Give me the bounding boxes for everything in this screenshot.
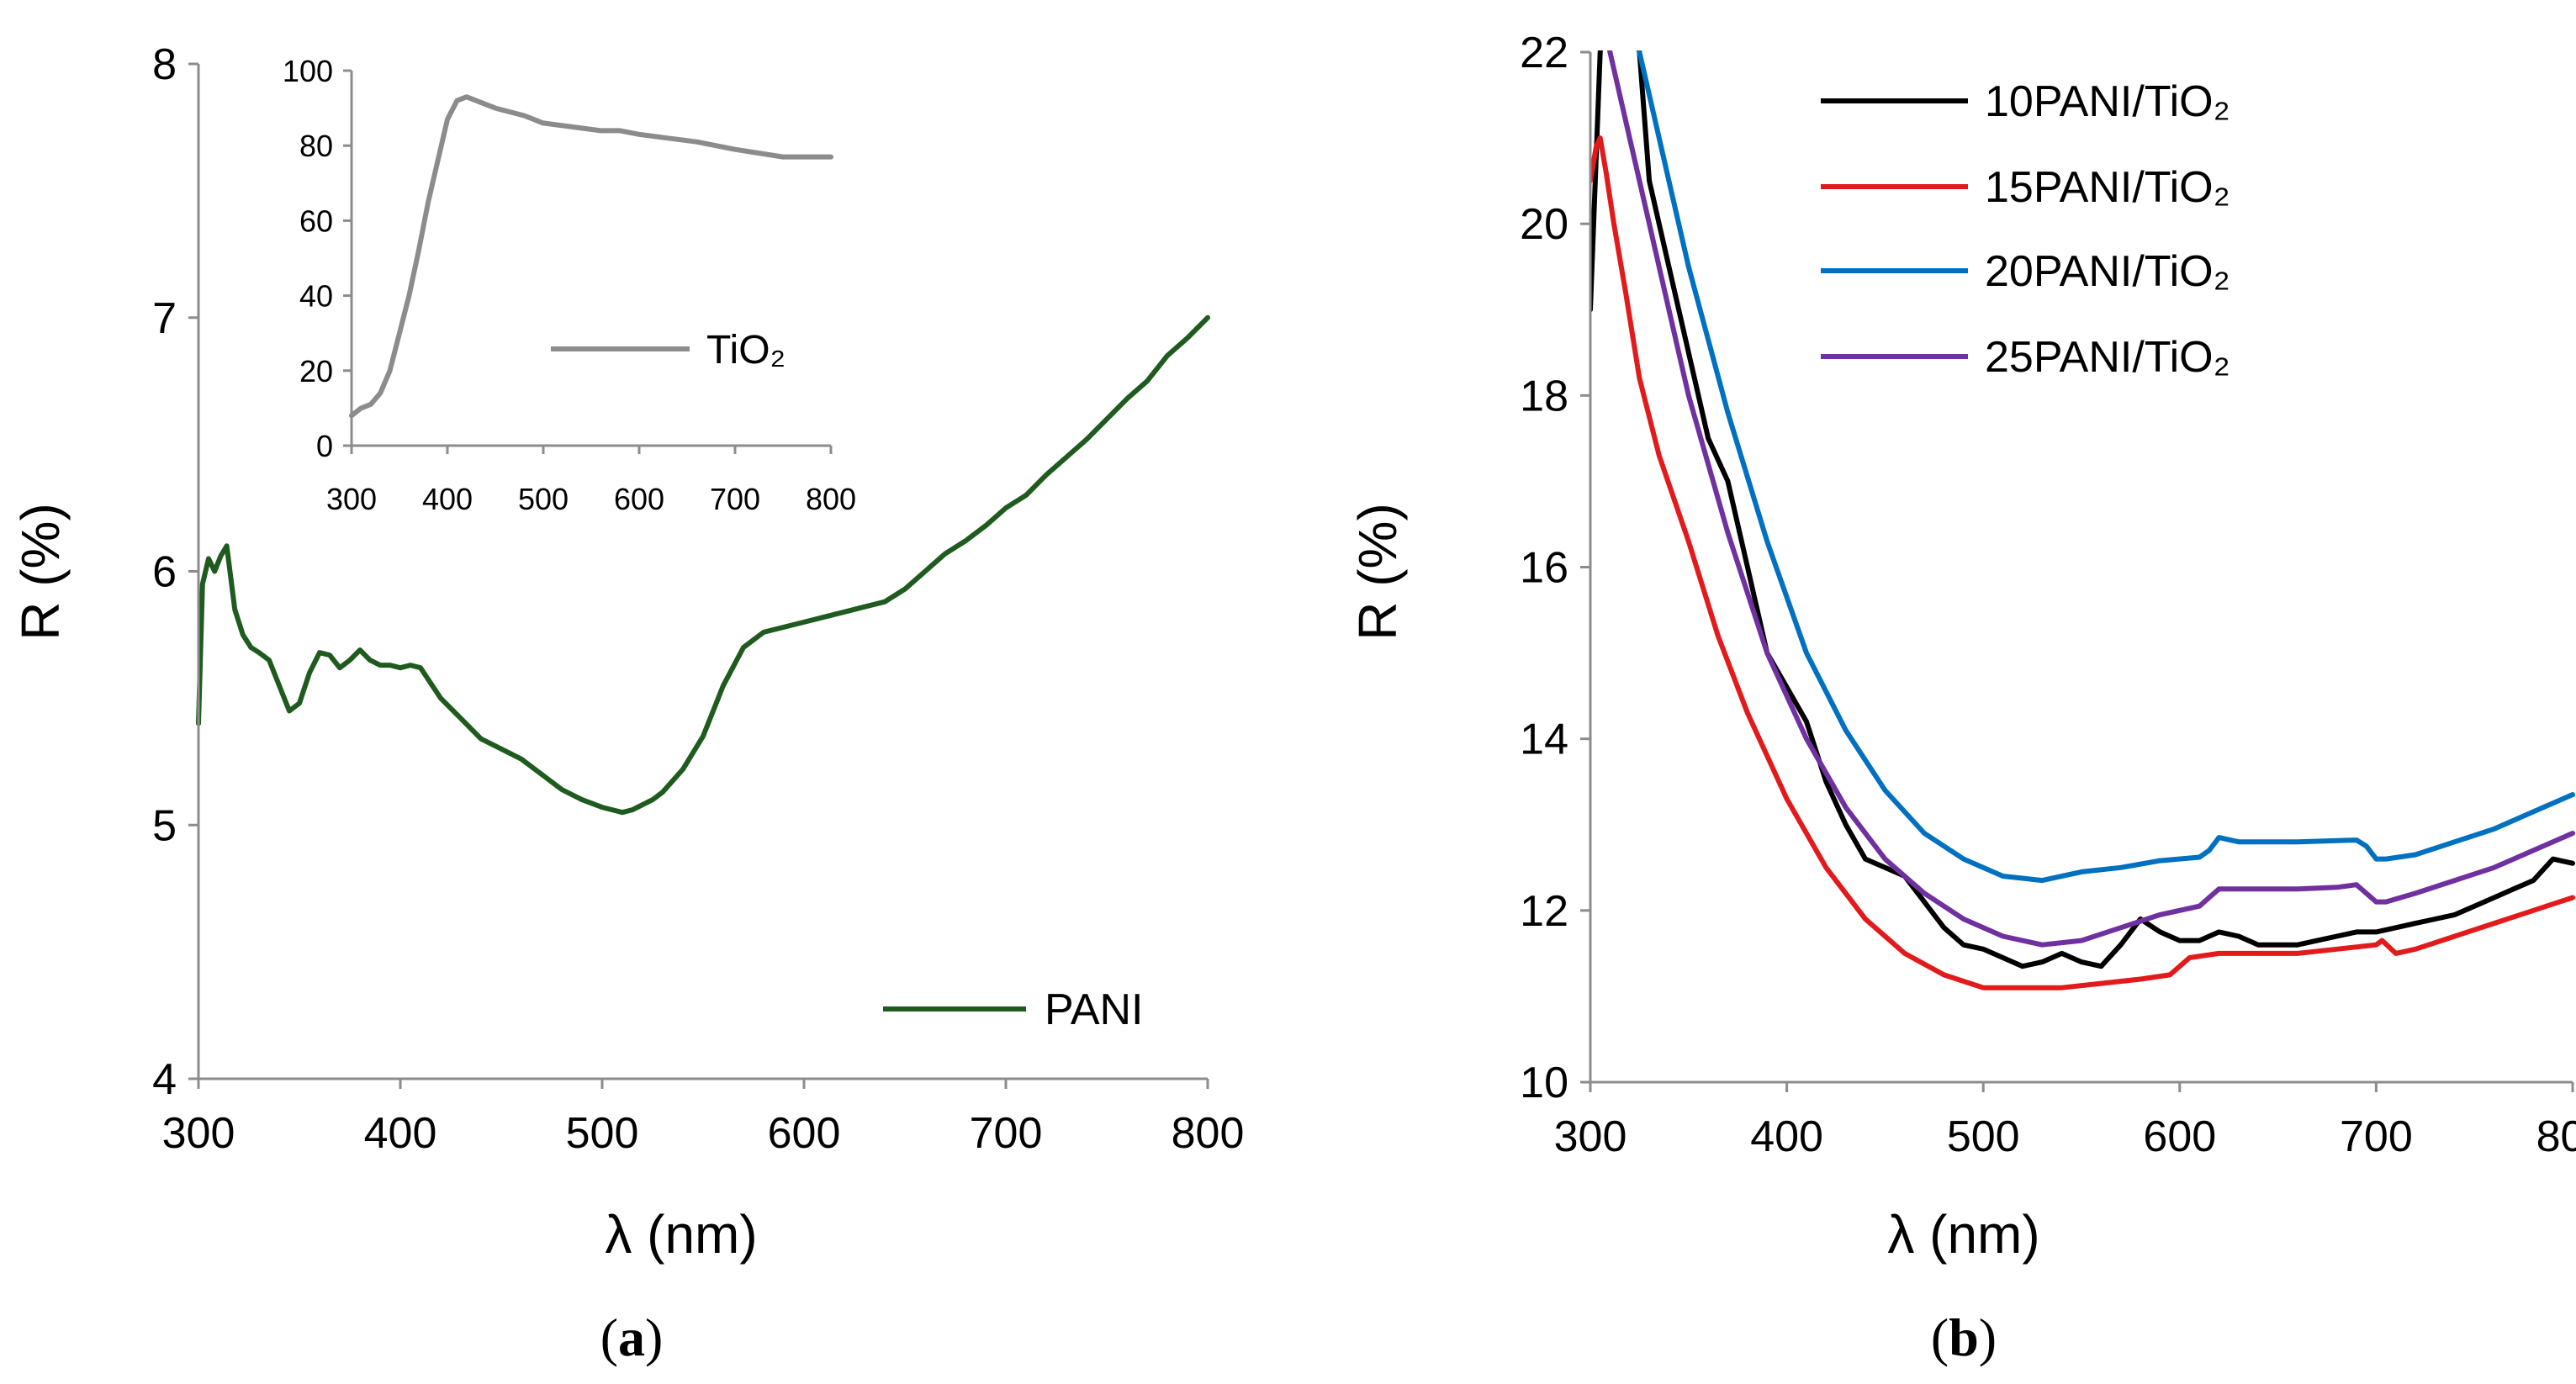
panel-b-y-tick-label: 18 <box>1520 372 1568 420</box>
inset-axes: 300 400 500 600 700 800 0 20 40 60 80 100 <box>283 54 856 516</box>
inset-x-tick-label: 400 <box>422 482 473 516</box>
panel-a-plot-area <box>196 314 1210 816</box>
panel-a-x-tick-label: 400 <box>364 1109 437 1158</box>
panel-b-x-tick-label: 500 <box>1947 1112 2020 1161</box>
panel-b-y-tick-label: 22 <box>1520 29 1568 77</box>
legend-label-pani: PANI <box>1045 985 1144 1034</box>
panel-a-x-tick-label: 700 <box>970 1109 1043 1158</box>
inset-x-tick-label: 800 <box>806 482 856 516</box>
panel-a-x-axis-title: λ (nm) <box>605 1204 757 1265</box>
series-line-25pani-tio <box>1606 50 2575 948</box>
inset-y-tick-label: 0 <box>316 429 333 463</box>
panel-b-y-tick-label: 14 <box>1520 716 1568 764</box>
inset-y-tick-label: 80 <box>299 129 333 163</box>
panel-a-y-tick-label: 7 <box>152 294 177 343</box>
panel-b-legend: 10PANI/TiO₂ 15PANI/TiO₂ 20PANI/TiO₂ 25PA… <box>1821 77 2230 382</box>
panel-a-x-tick-label: 500 <box>566 1109 639 1158</box>
panel-a-x-tick-label: 600 <box>768 1109 841 1158</box>
legend-label-10pani: 10PANI/TiO₂ <box>1985 77 2230 126</box>
panel-b-x-tick-label: 300 <box>1554 1112 1627 1161</box>
panel-b-x-tick-label: 600 <box>2143 1112 2216 1161</box>
inset-x-tick-label: 500 <box>518 482 569 516</box>
legend-label-25pani: 25PANI/TiO₂ <box>1985 333 2230 382</box>
inset-plot-area <box>349 94 833 419</box>
panel-a-label: (a) <box>600 1307 664 1367</box>
panel-a-legend: PANI <box>883 985 1144 1034</box>
series-line-20pani-tio <box>1636 50 2575 884</box>
panel-b-axes: 300 400 500 600 700 800 10 12 14 16 18 20 22 <box>1520 29 2576 1161</box>
panel-a-y-tick-label: 8 <box>152 40 177 89</box>
inset-x-tick-label: 300 <box>326 482 377 516</box>
inset-y-tick-label: 100 <box>283 54 333 88</box>
inset-y-tick-label: 40 <box>299 279 333 314</box>
panel-b-x-tick-label: 800 <box>2536 1112 2576 1161</box>
legend-label-20pani: 20PANI/TiO₂ <box>1985 247 2230 296</box>
panel-b-y-axis-title: R (%) <box>1347 503 1408 641</box>
panel-a-x-tick-label: 800 <box>1172 1109 1245 1158</box>
panel-b-y-tick-label: 20 <box>1520 200 1568 249</box>
series-line-pani <box>196 314 1210 816</box>
panel-b-y-tick-label: 10 <box>1520 1059 1568 1107</box>
panel-a-y-axis-title: R (%) <box>10 503 71 641</box>
panel-b-x-axis-title: λ (nm) <box>1887 1204 2039 1265</box>
series-line-tio <box>349 94 833 419</box>
inset-x-tick-label: 600 <box>614 482 664 516</box>
legend-label-15pani: 15PANI/TiO₂ <box>1985 163 2230 212</box>
panel-b-y-tick-label: 16 <box>1520 544 1568 593</box>
panel-a-y-tick-label: 5 <box>152 801 177 850</box>
inset-x-tick-label: 700 <box>710 482 760 516</box>
series-line-15pani-tio <box>1590 135 2575 990</box>
series-line-10pani-tio <box>1590 50 2575 969</box>
panel-b-plot-area <box>1590 50 2575 990</box>
panel-a-inset: 300 400 500 600 700 800 0 20 40 60 80 100 TiO₂ <box>283 54 856 516</box>
panel-a-y-tick-label: 6 <box>152 548 177 597</box>
inset-y-tick-label: 60 <box>299 203 333 238</box>
legend-label-tio2: TiO₂ <box>706 328 785 372</box>
panel-b-x-tick-label: 400 <box>1750 1112 1823 1161</box>
panel-b-x-tick-label: 700 <box>2340 1112 2413 1161</box>
panel-b: 300 400 500 600 700 800 10 12 14 16 18 20 22 R (%) λ… <box>1347 29 2576 1367</box>
panel-a-x-tick-label: 300 <box>162 1109 235 1158</box>
inset-y-tick-label: 20 <box>299 354 333 388</box>
inset-legend: TiO₂ <box>551 328 785 372</box>
panel-b-y-tick-label: 12 <box>1520 887 1568 936</box>
panel-b-label: (b) <box>1931 1307 1997 1367</box>
panel-a-y-tick-label: 4 <box>152 1055 177 1104</box>
